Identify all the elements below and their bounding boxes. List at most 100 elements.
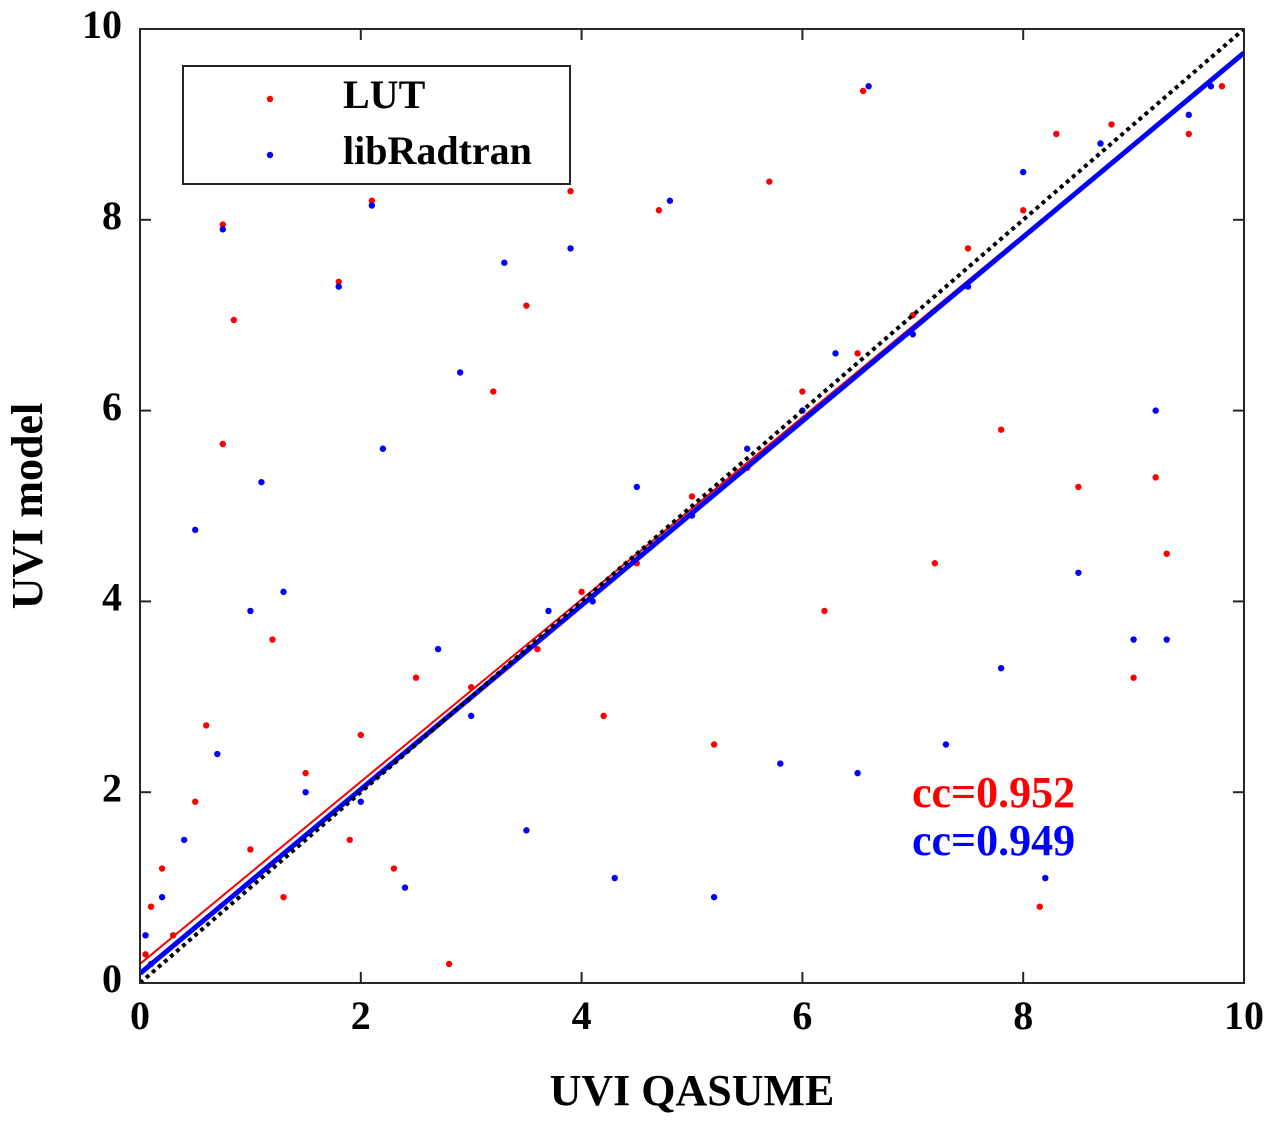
x-tick-label: 2 [351, 993, 371, 1038]
scatter-point [445, 960, 453, 968]
scatter-point [567, 245, 574, 252]
scatter-point [1036, 903, 1043, 910]
annotation: cc=0.952 [912, 768, 1075, 817]
scatter-point [1163, 550, 1170, 557]
scatter-point [766, 178, 773, 185]
scatter-point [523, 302, 530, 309]
scatter-point [142, 932, 149, 939]
legend-box [182, 65, 571, 185]
scatter-point [545, 607, 552, 615]
scatter-point [832, 350, 839, 357]
scatter-point [567, 187, 574, 195]
scatter-point [302, 769, 309, 777]
scatter-point [821, 607, 828, 615]
scatter-point [147, 903, 155, 910]
scatter-point [258, 478, 265, 486]
scatter-point [964, 245, 972, 252]
scatter-point [997, 426, 1005, 433]
scatter-point [247, 846, 254, 853]
x-tick-label: 10 [1224, 993, 1264, 1038]
scatter-point [335, 283, 342, 290]
scatter-point [1185, 130, 1193, 138]
scatter-point [710, 893, 718, 901]
scatter-point [1108, 121, 1115, 128]
scatter-point [269, 636, 276, 643]
legend-label: libRadtran [343, 128, 532, 173]
scatter-point [357, 731, 364, 739]
legend-marker [266, 151, 274, 159]
legend-label: LUT [343, 72, 426, 117]
scatter-point [346, 836, 353, 844]
scatter-point [501, 259, 508, 266]
scatter-point [931, 560, 939, 567]
scatter-point [302, 789, 309, 796]
scatter-point [490, 388, 497, 395]
scatter-point [401, 884, 409, 891]
scatter-point [1075, 569, 1082, 576]
scatter-point [468, 712, 475, 720]
scatter-point [230, 316, 238, 324]
scatter-point [655, 207, 663, 214]
scatter-point [1020, 207, 1027, 214]
scatter-point [777, 760, 784, 767]
scatter-point [710, 741, 718, 748]
scatter-point [434, 645, 442, 653]
fit-line [140, 50, 1244, 976]
y-axis-label: UVI model [3, 403, 52, 610]
plot-frame [139, 28, 1245, 984]
scatter-point [1053, 130, 1060, 138]
scatter-point [192, 526, 199, 534]
scatter-point [633, 483, 640, 491]
scatter-point [854, 350, 861, 357]
scatter-point [799, 388, 806, 395]
annotation: cc=0.949 [912, 816, 1075, 865]
scatter-point [219, 221, 226, 228]
scatter-point [666, 197, 674, 204]
scatter-point [335, 278, 342, 286]
scatter-point [1075, 483, 1082, 491]
scatter-point [611, 874, 618, 882]
scatter-point [1185, 111, 1193, 119]
scatter-point [219, 226, 226, 233]
legend-marker [266, 95, 274, 103]
scatter-point [942, 741, 950, 748]
scatter-point [1020, 168, 1027, 176]
scatter-point [158, 893, 166, 901]
scatter-point [1152, 474, 1159, 481]
x-tick-label: 4 [572, 993, 592, 1038]
scatter-point [1130, 674, 1137, 681]
scatter-point [192, 798, 199, 805]
scatter-point [1097, 140, 1104, 147]
y-tick-label: 2 [102, 765, 122, 810]
scatter-point [219, 440, 226, 448]
scatter-point [578, 588, 585, 596]
scatter-point [357, 798, 364, 805]
scatter-point [534, 645, 541, 653]
scatter-point [412, 674, 420, 681]
scatter-point [859, 87, 867, 95]
scatter-point [214, 750, 221, 758]
scatter-point [997, 664, 1005, 672]
scatter-point [456, 369, 464, 376]
scatter-point [1163, 636, 1170, 643]
y-tick-label: 8 [102, 193, 122, 238]
y-tick-label: 6 [102, 384, 122, 429]
scatter-point [1130, 636, 1137, 643]
scatter-point [180, 836, 188, 844]
y-tick-label: 0 [102, 956, 122, 1001]
scatter-point [854, 769, 861, 777]
scatter-point [1152, 407, 1159, 414]
x-tick-label: 6 [792, 993, 812, 1038]
scatter-point [379, 445, 387, 452]
scatter-point [600, 712, 607, 720]
x-tick-label: 8 [1013, 993, 1033, 1038]
scatter-point [368, 202, 376, 209]
scatter-point [368, 197, 376, 204]
reference-line [140, 29, 1244, 983]
plot-area [140, 29, 1244, 983]
y-tick-label: 10 [82, 2, 122, 47]
x-axis-label: UVI QASUME [550, 1066, 835, 1115]
scatter-point [688, 493, 696, 500]
scatter-point [744, 445, 751, 452]
